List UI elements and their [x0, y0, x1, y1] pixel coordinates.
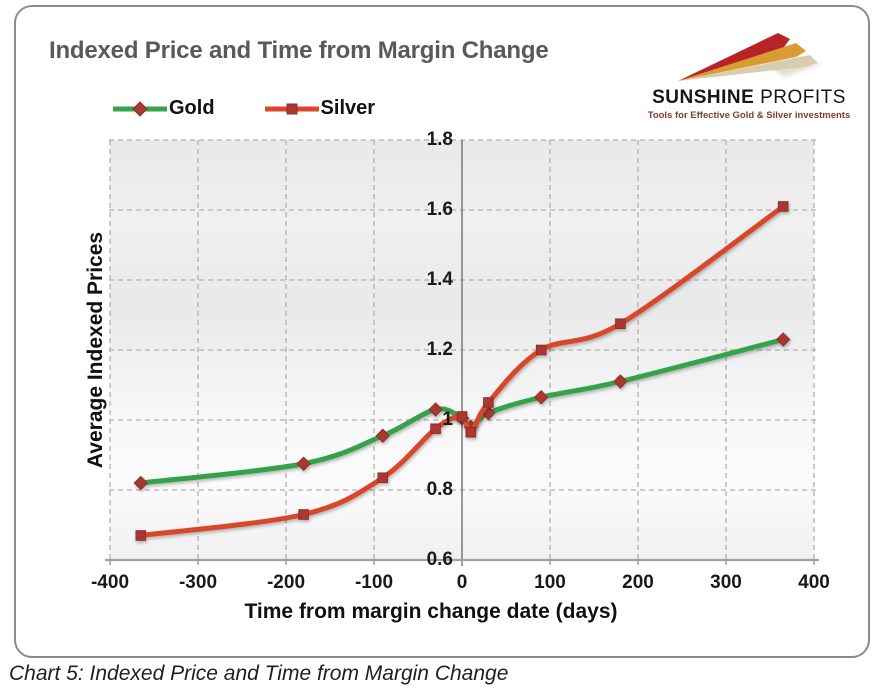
x-tick-label: 400: [798, 572, 830, 593]
y-tick-label: 1.2: [426, 339, 453, 360]
x-tick-label: 0: [456, 572, 468, 593]
legend-label-gold: Gold: [169, 97, 215, 119]
legend-item-silver: Silver: [264, 97, 376, 120]
legend-item-gold: Gold: [113, 97, 215, 120]
logo-name: SUNSHINE PROFITS: [644, 87, 854, 109]
x-tick-label: 100: [534, 572, 566, 593]
logo-name-secondary: PROFITS: [760, 87, 846, 108]
y-tick-label: 0.8: [426, 479, 453, 500]
x-tick-label: -400: [90, 572, 130, 593]
sunshine-arrows-icon: [678, 33, 824, 81]
y-tick-label: 0.6: [426, 549, 453, 570]
x-tick-label: -300: [178, 572, 218, 593]
legend-label-silver: Silver: [320, 97, 376, 119]
legend: Gold Silver: [113, 97, 375, 120]
y-tick-label: 1.8: [426, 129, 453, 150]
silver-series-swatch-icon: [264, 103, 319, 114]
x-axis-title: Time from margin change date (days): [244, 600, 618, 623]
x-tick-label: 200: [622, 572, 654, 593]
y-tick-label: 1.4: [426, 269, 453, 290]
logo-name-primary: SUNSHINE: [652, 87, 755, 108]
gold-series-swatch-icon: [113, 100, 167, 117]
y-tick-label: 1: [442, 409, 453, 430]
y-tick-label: 1.6: [426, 199, 453, 220]
chart-caption: Chart 5: Indexed Price and Time from Mar…: [9, 662, 509, 685]
sunshine-profits-logo: SUNSHINE PROFITS Tools for Effective Gol…: [644, 29, 854, 121]
x-tick-label: -200: [266, 572, 306, 593]
x-tick-label: 300: [710, 572, 742, 593]
y-axis-title: Average Indexed Prices: [84, 231, 107, 469]
logo-tagline: Tools for Effective Gold & Silver invest…: [647, 110, 851, 121]
x-tick-label: -100: [354, 572, 394, 593]
chart-title: Indexed Price and Time from Margin Chang…: [49, 37, 549, 64]
